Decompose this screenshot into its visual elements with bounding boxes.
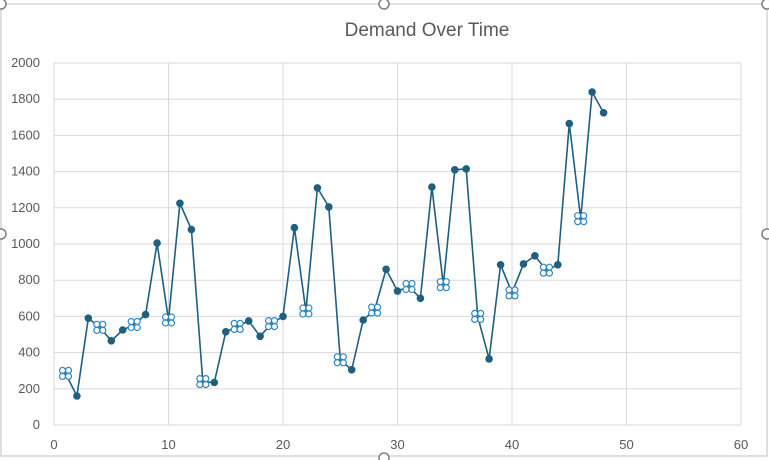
data-point <box>519 260 528 268</box>
y-tick-label: 600 <box>18 308 40 323</box>
data-point <box>451 166 459 174</box>
data-point <box>118 326 127 334</box>
y-tick-label: 400 <box>18 345 40 360</box>
data-point <box>599 109 608 117</box>
data-point <box>210 378 219 387</box>
data-point-special <box>93 320 107 334</box>
resize-handle-right[interactable] <box>761 228 769 240</box>
resize-handle-bottom[interactable] <box>378 452 390 460</box>
data-point <box>73 392 81 400</box>
data-point <box>416 294 425 303</box>
y-tick-label: 0 <box>33 417 40 432</box>
y-axis-ticks: 0 200 400 600 800 1000 1200 1400 1600 1800 2000 <box>11 55 40 432</box>
data-point <box>554 261 562 269</box>
data-point <box>531 252 539 260</box>
data-point-special <box>368 303 382 317</box>
data-point-special <box>127 317 141 332</box>
data-point-special <box>299 304 313 318</box>
data-point <box>222 328 230 336</box>
data-point <box>588 88 596 96</box>
y-tick-label: 1600 <box>11 127 40 142</box>
data-point <box>279 312 287 321</box>
x-tick-label: 20 <box>276 437 290 452</box>
data-point <box>256 332 264 341</box>
resize-handle-top-right[interactable] <box>761 0 769 10</box>
data-point-special <box>230 319 244 333</box>
data-point <box>393 287 402 295</box>
data-point-special <box>574 212 588 226</box>
data-point-special <box>264 317 279 331</box>
data-point-special <box>58 366 73 380</box>
x-tick-label: 10 <box>161 437 175 452</box>
data-point <box>496 261 505 269</box>
x-tick-label: 30 <box>390 437 404 452</box>
y-tick-label: 1800 <box>11 91 40 106</box>
x-tick-label: 0 <box>50 437 57 452</box>
data-point-special <box>436 278 450 292</box>
x-axis-ticks: 0 10 20 30 40 50 60 <box>50 437 748 452</box>
resize-handle-top[interactable] <box>378 0 390 10</box>
chart-title: Demand Over Time <box>345 20 510 41</box>
data-point-special <box>539 263 554 277</box>
data-point-special <box>505 286 519 300</box>
x-tick-label: 40 <box>505 437 519 452</box>
resize-handle-top-left[interactable] <box>0 0 7 10</box>
data-point <box>176 199 184 208</box>
data-point <box>565 119 574 128</box>
data-point <box>153 239 161 247</box>
y-tick-label: 1200 <box>11 200 40 215</box>
data-point-special <box>333 353 347 367</box>
data-point <box>107 337 116 345</box>
y-tick-label: 2000 <box>11 55 40 70</box>
data-point-special <box>402 279 416 294</box>
data-point <box>347 366 356 374</box>
data-point <box>325 203 333 211</box>
data-point <box>290 223 299 232</box>
data-point-special <box>471 309 485 323</box>
data-point <box>359 316 368 324</box>
series-demand <box>58 88 608 400</box>
y-tick-label: 1000 <box>11 236 40 251</box>
data-point <box>382 265 390 274</box>
data-point <box>187 225 196 234</box>
resize-handle-left[interactable] <box>0 228 7 240</box>
data-point <box>313 184 322 192</box>
data-point <box>141 310 150 319</box>
data-point <box>84 314 93 323</box>
y-tick-label: 200 <box>18 381 40 396</box>
data-point <box>462 165 471 173</box>
x-tick-label: 60 <box>734 437 748 452</box>
data-point <box>485 355 493 363</box>
x-tick-label: 50 <box>619 437 633 452</box>
gridlines <box>53 62 742 426</box>
data-point <box>428 183 436 191</box>
chart-border <box>0 3 768 457</box>
data-point-special <box>196 375 210 389</box>
y-tick-label: 1400 <box>11 164 40 179</box>
y-tick-label: 800 <box>18 272 40 287</box>
data-point-special <box>161 313 176 327</box>
data-point <box>244 317 253 325</box>
